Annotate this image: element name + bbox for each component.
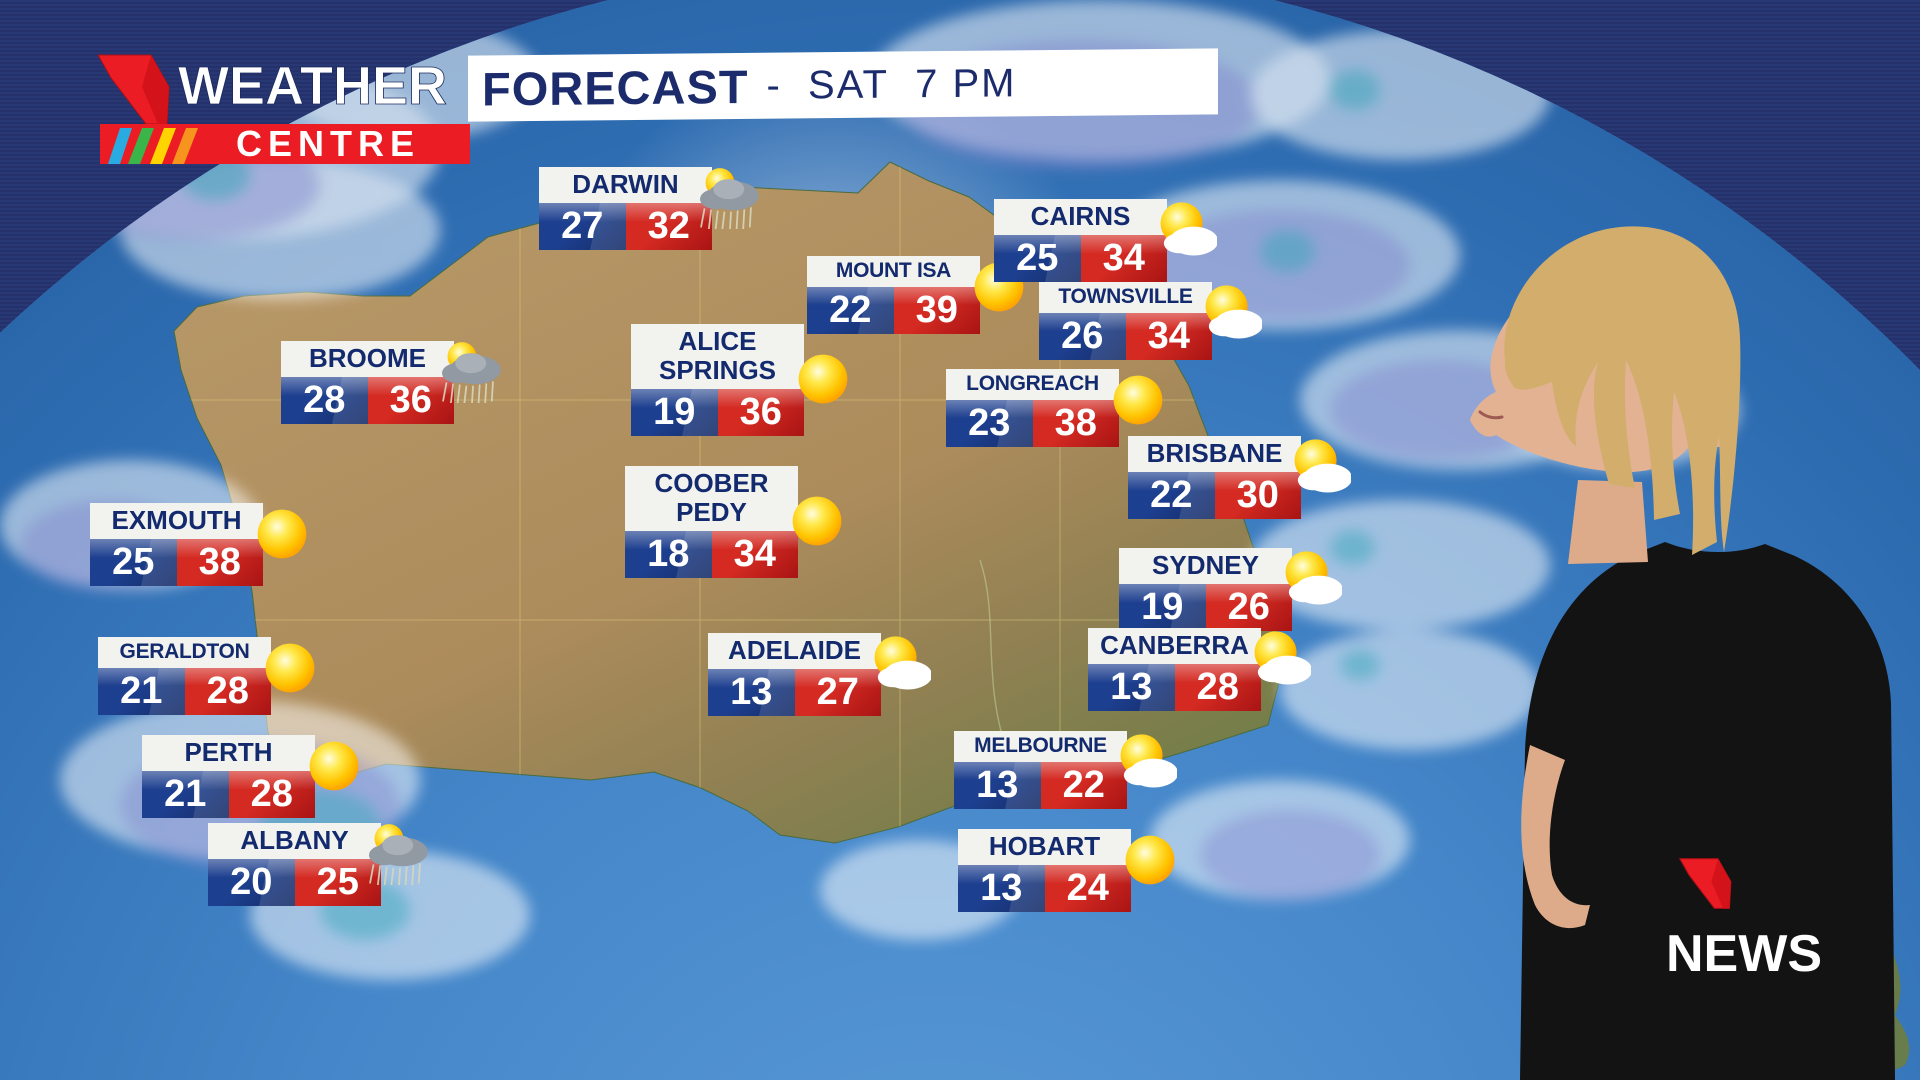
svg-text:NEWS: NEWS — [1666, 925, 1822, 983]
svg-text:WEATHER: WEATHER — [178, 56, 447, 116]
svg-text:CENTRE: CENTRE — [236, 123, 420, 164]
